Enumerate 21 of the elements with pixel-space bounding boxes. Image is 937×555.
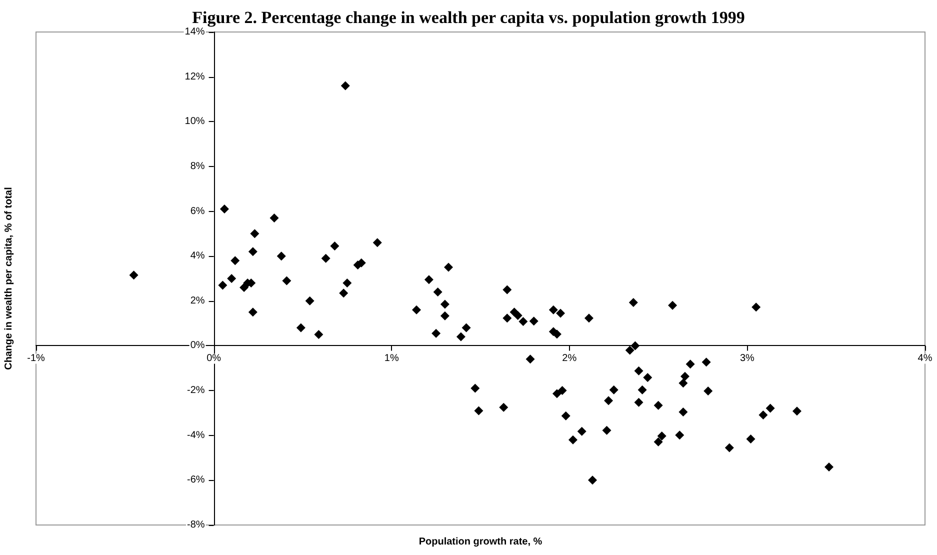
y-tick-label: 10% [184,116,205,128]
y-tick-label: -8% [187,520,205,530]
y-axis-title: Change in wealth per capita, % of total [4,186,14,370]
x-tick-label: 2% [562,353,577,364]
x-tick-label: 3% [740,353,755,364]
y-tick-label: -6% [187,474,205,486]
y-tick-label: 14% [184,26,205,38]
y-tick-label: 0% [190,340,205,352]
y-tick-label: -4% [187,430,205,441]
x-tick-label: 0% [206,353,222,364]
y-tick-label: -2% [187,385,205,396]
x-tick-label: 1% [384,353,399,364]
y-tick-label: 12% [184,71,205,82]
x-tick-label: 4% [918,353,932,364]
chart-title: Figure 2. Percentage change in wealth per capita vs. population growth 1999 [192,8,745,27]
y-tick-label: 8% [190,160,205,172]
y-tick-label: 2% [190,295,205,306]
y-tick-label: 6% [190,206,205,217]
y-tick-label: 4% [190,250,205,262]
x-tick-label: -1% [27,353,45,364]
x-axis-title: Population growth rate, % [418,536,542,548]
